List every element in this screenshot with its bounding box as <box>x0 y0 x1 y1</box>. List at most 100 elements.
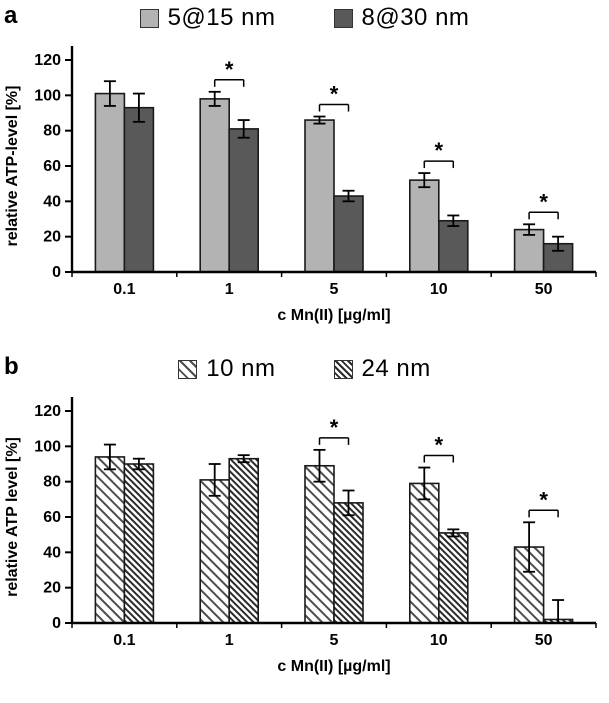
bar <box>199 479 230 624</box>
significance-bracket <box>423 454 455 463</box>
category-label: 1 <box>225 632 234 649</box>
legend-label: 24 nm <box>361 355 431 382</box>
y-tick-label: 60 <box>43 158 61 175</box>
chart-svg: 0 20 40 60 80 100 120 0.1 1 5 10 50 * * * c Mn(II) [µg/… <box>4 397 597 675</box>
bar <box>333 502 364 624</box>
plot-area-a: 0 20 40 60 80 100 120 0.1 1 5 10 50 * * * * c Mn(II) [µg… <box>0 0 609 351</box>
legend-label: 8@30 nm <box>361 4 470 31</box>
bar <box>228 457 259 624</box>
chart-b: 0 20 40 60 80 100 120 0.1 1 5 10 50 * * * c Mn(II) [µg/… <box>0 351 609 702</box>
error-bar <box>313 448 326 483</box>
significance-bracket <box>318 103 350 112</box>
legend-a: 5@15 nm 8@30 nm <box>0 4 609 32</box>
y-tick-label: 20 <box>43 229 61 246</box>
bar <box>94 456 126 624</box>
bar <box>408 179 440 273</box>
legend-swatch-10nm <box>178 359 198 379</box>
legend-b: 10 nm 24 nm <box>0 355 609 383</box>
error-bar <box>447 528 460 538</box>
y-tick-label: 40 <box>43 193 61 210</box>
panel-label-a: a <box>4 2 18 29</box>
y-tick-label: 120 <box>34 52 61 69</box>
bar <box>304 464 335 624</box>
significance-bracket <box>213 79 245 87</box>
legend-swatch-8at30nm <box>333 8 353 28</box>
category-label: 5 <box>330 632 339 649</box>
error-bar <box>237 119 250 139</box>
bar <box>437 532 469 624</box>
bar <box>437 219 469 273</box>
category-label: 50 <box>535 632 553 649</box>
y-tick-label: 20 <box>43 580 61 597</box>
error-bar <box>342 489 355 517</box>
category-label: 10 <box>430 281 448 298</box>
y-axis-label: relative ATP-level [%] <box>4 86 21 247</box>
significance-asterisk: * <box>225 57 234 82</box>
chart-svg: 0 20 40 60 80 100 120 0.1 1 5 10 50 * * * * c Mn(II) [µg… <box>4 46 597 324</box>
significance-asterisk: * <box>435 138 444 163</box>
bar <box>94 92 126 273</box>
error-bar <box>418 172 431 189</box>
error-bar <box>208 90 221 107</box>
bar <box>123 463 155 624</box>
bar <box>513 228 545 273</box>
error-bar <box>103 443 116 471</box>
significance-bracket <box>318 437 350 445</box>
error-bar <box>132 92 145 123</box>
bar <box>304 119 335 273</box>
bar <box>333 195 364 273</box>
error-bar <box>342 189 355 203</box>
y-tick-label: 120 <box>34 403 61 420</box>
error-bar <box>313 115 326 125</box>
y-tick-label: 80 <box>43 474 61 491</box>
significance-bracket <box>528 211 559 220</box>
significance-asterisk: * <box>539 189 548 214</box>
legend-item: 5@15 nm <box>139 4 276 32</box>
significance-asterisk: * <box>539 487 548 512</box>
error-bar <box>208 463 221 497</box>
legend-item: 24 nm <box>333 355 431 383</box>
y-tick-label: 0 <box>52 615 61 632</box>
error-bar <box>552 235 565 252</box>
error-bar <box>447 214 460 227</box>
category-label: 10 <box>430 632 448 649</box>
legend-label: 5@15 nm <box>167 4 276 31</box>
y-axis-label: relative ATP level [%] <box>4 437 21 597</box>
error-bar <box>237 454 250 464</box>
legend-item: 8@30 nm <box>333 4 470 32</box>
bar <box>408 482 440 624</box>
y-tick-label: 60 <box>43 509 61 526</box>
plot-area-b: 0 20 40 60 80 100 120 0.1 1 5 10 50 * * * c Mn(II) [µg/… <box>0 351 609 702</box>
error-bar <box>132 457 145 471</box>
x-axis-label: c Mn(II) [µg/ml] <box>277 658 390 675</box>
y-tick-label: 100 <box>34 87 61 104</box>
legend-item: 10 nm <box>178 355 275 383</box>
category-label: 1 <box>225 281 234 298</box>
legend-swatch-24nm <box>333 359 353 379</box>
significance-bracket <box>423 160 455 169</box>
error-bar <box>523 223 536 236</box>
significance-asterisk: * <box>330 415 339 440</box>
error-bar <box>103 80 116 107</box>
y-tick-label: 0 <box>52 264 61 281</box>
y-tick-label: 100 <box>34 438 61 455</box>
significance-bracket <box>528 509 559 518</box>
error-bar <box>418 466 431 501</box>
category-label: 0.1 <box>113 281 135 298</box>
bar <box>228 128 259 273</box>
significance-asterisk: * <box>435 433 444 458</box>
chart-a: 0 20 40 60 80 100 120 0.1 1 5 10 50 * * * * c Mn(II) [µg… <box>0 0 609 351</box>
category-label: 50 <box>535 281 553 298</box>
category-label: 5 <box>330 281 339 298</box>
legend-swatch-5at15nm <box>139 8 159 28</box>
legend-label: 10 nm <box>206 355 276 382</box>
bar <box>199 98 230 273</box>
y-tick-label: 40 <box>43 544 61 561</box>
significance-asterisk: * <box>330 82 339 107</box>
x-axis-label: c Mn(II) [µg/ml] <box>277 307 390 324</box>
error-bar <box>523 521 536 573</box>
category-label: 0.1 <box>113 632 135 649</box>
y-tick-label: 80 <box>43 123 61 140</box>
panel-label-b: b <box>4 353 19 380</box>
